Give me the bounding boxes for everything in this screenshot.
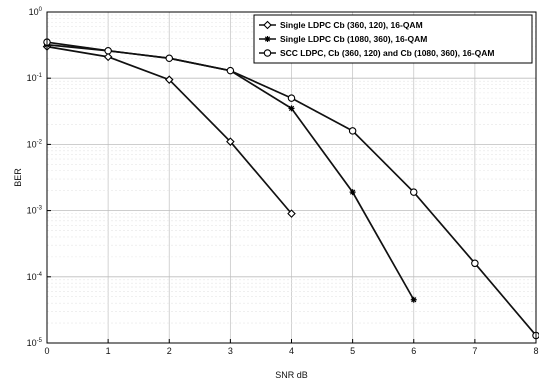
- y-axis-label: BER: [13, 168, 23, 187]
- series-3-point: [471, 259, 479, 268]
- x-tick-label: 6: [411, 346, 416, 356]
- legend-box: [253, 14, 533, 64]
- y-tick-label: 10-1: [27, 73, 43, 83]
- x-axis-label: SNR dB: [275, 370, 308, 380]
- series-3-point: [165, 54, 174, 63]
- series-layer: [42, 38, 539, 340]
- x-tick-label: 4: [289, 346, 294, 356]
- series-2-point: [410, 296, 417, 303]
- legend-swatch-marker: [264, 36, 271, 42]
- axes-frame: [46, 11, 537, 344]
- x-tick-label: 1: [106, 346, 111, 356]
- axes: 0 1 2 3 4 5 6 7 8 100 10-1 10-2 10-3 10-4 10-5: [27, 7, 539, 356]
- x-tick-label: 3: [228, 346, 233, 356]
- legend-entry: Single LDPC Cb (1080, 360), 16-QAM: [280, 34, 427, 44]
- series-1-point: [164, 75, 174, 84]
- y-tick-label: 10-2: [27, 139, 43, 149]
- legend-entry: Single LDPC Cb (360, 120), 16-QAM: [280, 20, 423, 30]
- legend-entry: SCC LDPC, Cb (360, 120) and Cb (1080, 36…: [280, 48, 494, 58]
- series-1-point: [103, 52, 113, 62]
- y-tick-label: 100: [29, 7, 43, 17]
- x-tick-label: 2: [167, 346, 172, 356]
- series-3-point: [409, 188, 418, 196]
- y-tick-label: 10-4: [27, 272, 43, 282]
- legend-swatch-marker: [263, 20, 272, 30]
- y-tick-label: 10-5: [27, 338, 43, 348]
- legend-swatch-marker: [263, 49, 272, 57]
- series-3-point: [226, 66, 235, 75]
- series-2-point: [349, 189, 356, 196]
- legend: Single LDPC Cb (360, 120), 16-QAM Single …: [253, 14, 533, 64]
- series-1-point: [287, 209, 296, 218]
- x-tick-label: 0: [44, 346, 49, 356]
- series-1-point: [226, 137, 235, 146]
- series-3-point: [348, 127, 357, 135]
- x-tick-label: 5: [350, 346, 355, 356]
- y-tick-label: 10-3: [27, 206, 43, 216]
- x-tick-label: 8: [533, 346, 538, 356]
- series-3-point: [104, 46, 112, 55]
- series-3-point: [287, 94, 296, 102]
- x-tick-label: 7: [472, 346, 477, 356]
- series-2-point: [288, 105, 295, 112]
